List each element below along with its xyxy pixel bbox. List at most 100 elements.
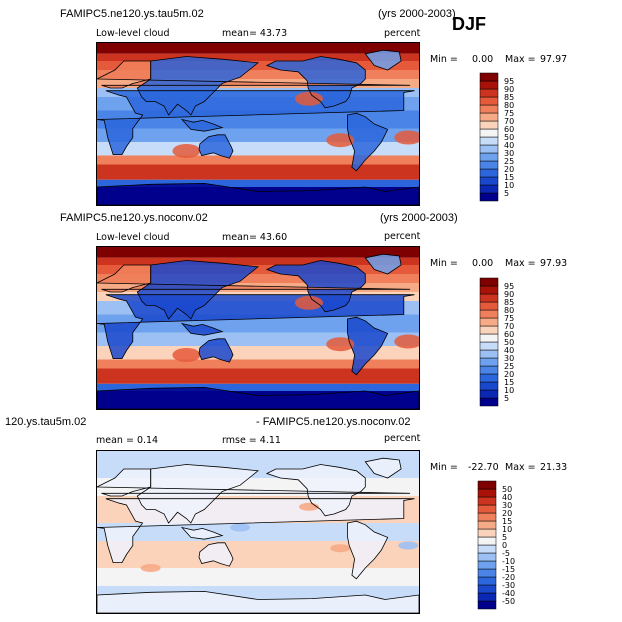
colorbar-box-9	[479, 120, 499, 130]
colorbar-level-label: 20	[502, 509, 512, 518]
panel2-coastlines	[97, 253, 419, 409]
coastline-greenland	[364, 49, 402, 71]
colorbar-box-10	[479, 112, 499, 122]
colorbar-box-7	[477, 544, 497, 554]
stratocumulus-deck	[294, 91, 323, 106]
colorbar-box-0	[479, 192, 499, 202]
colorbar-box-13	[477, 496, 497, 506]
colorbar-level-label: 0	[502, 541, 507, 550]
panel2-field-bands	[97, 247, 419, 409]
colorbar-level-label: 20	[504, 370, 514, 379]
field-band	[97, 368, 419, 384]
coastline-antarctica	[97, 182, 419, 205]
panel1-case-title: FAMIPC5.ne120.ys.tau5m.02	[60, 8, 204, 20]
panel3-field-bands	[97, 451, 419, 613]
panel3-mean: mean = 0.14	[96, 435, 159, 446]
colorbar-level-label: 60	[504, 330, 514, 339]
colorbar-level-label: 90	[504, 290, 514, 299]
colorbar-level-label: 95	[504, 282, 514, 291]
colorbar-level-label: 10	[504, 386, 514, 395]
colorbar-box-14	[479, 285, 499, 295]
panel2-min-label: Min =	[430, 258, 458, 269]
colorbar-level-label: 85	[504, 93, 514, 102]
panel2-min-value: 0.00	[472, 258, 494, 269]
colorbar-level-label: 10	[504, 181, 514, 190]
coastline-asia	[136, 464, 260, 524]
colorbar-level-label: 85	[504, 298, 514, 307]
colorbar-level-label: 5	[504, 189, 509, 198]
land-fill-africa	[97, 498, 415, 563]
panel2-max-label: Max =	[505, 258, 536, 269]
field-band	[97, 265, 419, 274]
panel2-years: (yrs 2000-2003)	[380, 212, 458, 224]
colorbar-box-1	[479, 389, 499, 399]
coastline-africa	[97, 498, 415, 563]
land-fill-africa	[97, 90, 415, 155]
colorbar-box-0	[479, 397, 499, 407]
stratocumulus-deck	[326, 337, 355, 352]
panel3-colorbar: -50 -40 -30 -20 -15 -10 -5 0 5 10 15 20 30 40 50	[477, 480, 538, 613]
colorbar-level-label: -30	[502, 581, 515, 590]
field-band	[97, 274, 419, 283]
panel3-map-svg	[97, 451, 419, 613]
colorbar-box-8	[477, 536, 497, 546]
difference-patch	[330, 544, 351, 553]
difference-patch	[298, 502, 319, 511]
land-fill-australia	[199, 542, 233, 567]
colorbar-box-11	[479, 104, 499, 114]
land-fill-samerica	[347, 521, 388, 579]
coastline-australia	[198, 542, 234, 567]
panel2-mean: mean= 43.60	[222, 232, 288, 243]
colorbar-box-7	[479, 136, 499, 146]
colorbar-level-label: 60	[504, 125, 514, 134]
land-fill-samerica	[347, 113, 388, 171]
colorbar-box-12	[479, 301, 499, 311]
colorbar-box-7	[479, 341, 499, 351]
colorbar-level-label: 25	[504, 157, 514, 166]
panel1-coastlines	[97, 49, 419, 205]
panel3-max-value: 21.33	[540, 462, 568, 473]
field-band	[97, 179, 419, 187]
colorbar-box-1	[477, 592, 497, 602]
panel3-coastlines	[97, 457, 419, 613]
difference-patch	[140, 564, 161, 572]
colorbar-level-label: 15	[504, 173, 514, 182]
land-fill-samerica	[347, 317, 388, 375]
colorbar-box-15	[477, 480, 497, 490]
colorbar-box-12	[477, 504, 497, 514]
colorbar-level-label: 50	[504, 133, 514, 142]
colorbar-box-15	[479, 277, 499, 287]
colorbar-level-label: 40	[504, 141, 514, 150]
panel1-mean: mean= 43.73	[222, 28, 288, 39]
coastline-samerica	[347, 316, 389, 376]
colorbar-box-0	[477, 600, 497, 610]
colorbar-level-label: 5	[502, 533, 507, 542]
colorbar-box-11	[479, 309, 499, 319]
panel2-units: percent	[384, 231, 421, 242]
coastline-africa	[97, 90, 415, 155]
colorbar-level-label: -40	[502, 589, 515, 598]
colorbar-level-label: 95	[504, 77, 514, 86]
colorbar-level-label: 70	[504, 117, 514, 126]
land-fill-asia	[137, 56, 258, 115]
colorbar-level-label: 75	[504, 109, 514, 118]
colorbar-level-label: 30	[502, 501, 512, 510]
land-fill-australia	[199, 338, 233, 363]
field-band	[97, 53, 419, 61]
colorbar-box-3	[479, 168, 499, 178]
panel2-colorbar: 5 10 15 20 25 30 40 50 60 70 75 80 85 90 95	[479, 277, 540, 410]
coastline-africa	[97, 294, 415, 359]
colorbar-box-5	[479, 357, 499, 367]
panel3-max-label: Max =	[505, 462, 536, 473]
field-band	[97, 155, 419, 165]
stratocumulus-deck	[394, 334, 419, 349]
colorbar-box-1	[479, 184, 499, 194]
colorbar-level-label: 25	[504, 362, 514, 371]
colorbar-level-label: 5	[504, 394, 509, 403]
field-band	[97, 247, 419, 258]
panel3-rmse: rmse = 4.11	[222, 435, 281, 446]
coastline-greenland	[364, 253, 402, 275]
coastline-indonesia	[180, 322, 224, 336]
coastline-samerica	[347, 520, 389, 580]
colorbar-level-label: 90	[504, 85, 514, 94]
